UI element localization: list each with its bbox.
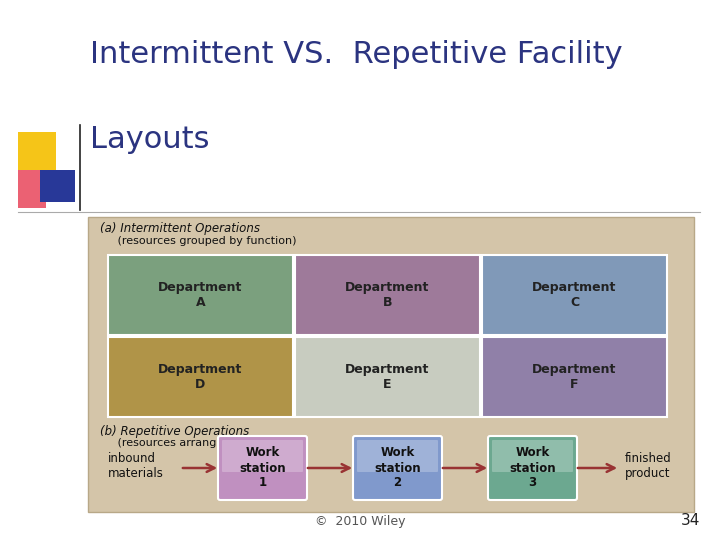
Text: Layouts: Layouts: [90, 125, 210, 154]
Bar: [40, 170, 75, 202]
Text: Department
A: Department A: [158, 281, 243, 309]
Text: finished
product: finished product: [625, 452, 672, 480]
FancyBboxPatch shape: [108, 337, 293, 417]
Text: Work
station
1: Work station 1: [239, 447, 286, 489]
FancyBboxPatch shape: [295, 255, 480, 335]
Text: Work
station
2: Work station 2: [374, 447, 420, 489]
Text: 34: 34: [680, 513, 700, 528]
FancyBboxPatch shape: [88, 217, 694, 512]
Text: Department
D: Department D: [158, 363, 243, 391]
Text: (a) Intermittent Operations: (a) Intermittent Operations: [100, 222, 260, 235]
Text: Department
F: Department F: [532, 363, 617, 391]
FancyBboxPatch shape: [482, 337, 667, 417]
FancyBboxPatch shape: [492, 440, 573, 472]
Text: Work
station
3: Work station 3: [509, 447, 556, 489]
FancyBboxPatch shape: [357, 440, 438, 472]
FancyBboxPatch shape: [353, 436, 442, 500]
Text: Department
C: Department C: [532, 281, 617, 309]
Text: (b) Repetitive Operations: (b) Repetitive Operations: [100, 425, 249, 438]
FancyBboxPatch shape: [218, 436, 307, 500]
Text: (resources arranged in sequence): (resources arranged in sequence): [100, 438, 306, 448]
FancyBboxPatch shape: [222, 440, 303, 472]
Text: (resources grouped by function): (resources grouped by function): [100, 236, 297, 246]
FancyBboxPatch shape: [482, 255, 667, 335]
Bar: [18, 170, 46, 208]
Text: Department
E: Department E: [346, 363, 430, 391]
FancyBboxPatch shape: [108, 255, 293, 335]
FancyBboxPatch shape: [295, 337, 480, 417]
Text: Intermittent VS.  Repetitive Facility: Intermittent VS. Repetitive Facility: [90, 40, 623, 69]
FancyBboxPatch shape: [488, 436, 577, 500]
Text: ©  2010 Wiley: © 2010 Wiley: [315, 515, 405, 528]
Bar: [18, 132, 56, 170]
Text: inbound
materials: inbound materials: [108, 452, 164, 480]
Text: Department
B: Department B: [346, 281, 430, 309]
